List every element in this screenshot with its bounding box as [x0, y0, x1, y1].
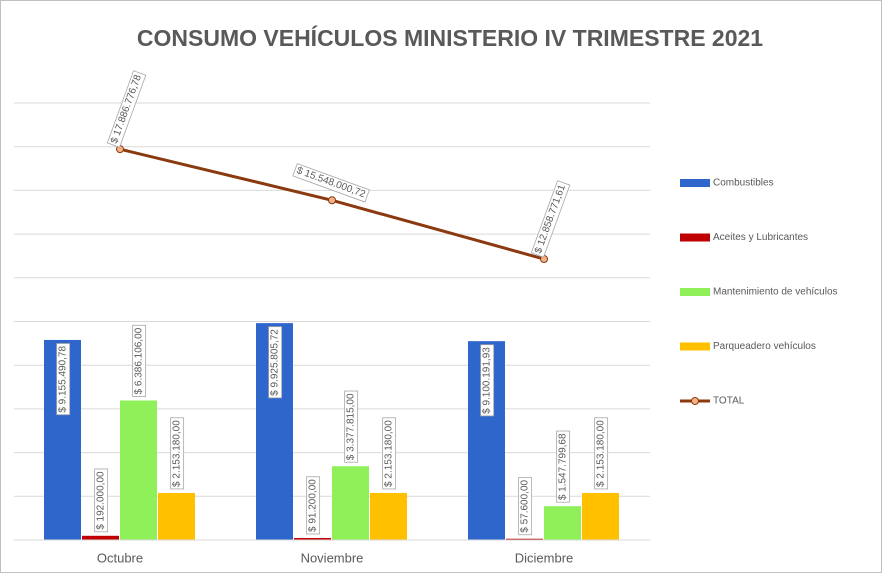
- data-label-group: $ 57.600,00: [518, 477, 533, 536]
- data-label: $ 2.153.180,00: [596, 420, 607, 487]
- data-label: $ 9.155.490,78: [58, 346, 69, 413]
- data-label: $ 1.547.799,68: [558, 433, 569, 500]
- data-label-group: $ 9.155.490,78: [56, 343, 71, 416]
- bar: [158, 492, 195, 540]
- legend-label: Mantenimiento de vehículos: [713, 287, 838, 298]
- data-label: $ 192.000,00: [96, 471, 107, 530]
- data-label-box: [132, 324, 147, 397]
- legend-swatch: [680, 179, 710, 187]
- legend-swatch: [680, 233, 710, 242]
- bar: [82, 535, 119, 540]
- data-label: $ 6.386.106,00: [134, 327, 145, 394]
- line-marker: [328, 196, 336, 205]
- bar: [332, 466, 369, 540]
- data-label: $ 9.100.191,93: [482, 347, 493, 414]
- data-label-group: $ 9.925.805,72: [268, 326, 283, 399]
- data-label-group: $ 2.153.180,00: [170, 417, 185, 490]
- legend-swatch: [680, 342, 710, 351]
- data-label-box: [382, 417, 397, 490]
- data-label-group: $ 91.200,00: [306, 476, 321, 535]
- data-label-box: [94, 468, 109, 533]
- legend-swatch: [680, 288, 710, 296]
- chart-title: CONSUMO VEHÍCULOS MINISTERIO IV TRIMESTR…: [137, 24, 763, 51]
- data-label-group: $ 9.100.191,93: [480, 344, 495, 417]
- data-label-group: $ 2.153.180,00: [382, 417, 397, 490]
- data-label-group: $ 6.386.106,00: [132, 324, 147, 397]
- data-label: $ 57.600,00: [520, 479, 531, 532]
- data-label: $ 91.200,00: [308, 479, 319, 532]
- bar: [370, 492, 407, 540]
- data-label-box: [344, 390, 359, 463]
- data-label: $ 2.153.180,00: [172, 420, 183, 487]
- legend-label: Parqueadero vehículos: [713, 341, 816, 352]
- data-label: $ 2.153.180,00: [384, 420, 395, 487]
- legend-marker: [691, 397, 699, 405]
- data-label-box: [530, 180, 571, 258]
- bar: [582, 492, 619, 540]
- data-label-box: [518, 477, 533, 536]
- data-label-box: [480, 344, 495, 417]
- legend-label: Aceites y Lubricantes: [713, 232, 808, 243]
- x-tick-label: Noviembre: [301, 550, 364, 565]
- legend-label: Combustibles: [713, 178, 774, 189]
- bar: [120, 400, 157, 540]
- bar: [294, 538, 331, 540]
- data-label-group: $ 3.377.815,00: [344, 390, 359, 463]
- data-label-group: $ 192.000,00: [94, 468, 109, 533]
- x-tick-label: Octubre: [97, 550, 143, 565]
- data-label-box: [268, 326, 283, 399]
- x-tick-label: Diciembre: [515, 550, 574, 565]
- data-label-box: [170, 417, 185, 490]
- data-label-box: [556, 430, 571, 503]
- bar: [544, 506, 581, 540]
- data-label: $ 3.377.815,00: [346, 393, 357, 460]
- data-label-box: [594, 417, 609, 490]
- data-label-box: [106, 70, 147, 148]
- data-label-box: [56, 343, 71, 416]
- data-label: $ 9.925.805,72: [270, 329, 281, 396]
- data-label-group: $ 2.153.180,00: [594, 417, 609, 490]
- legend-label: TOTAL: [713, 396, 745, 407]
- data-label-box: [292, 163, 370, 203]
- data-label-box: [306, 476, 321, 535]
- data-label-group: $ 1.547.799,68: [556, 430, 571, 503]
- bar: [506, 538, 543, 540]
